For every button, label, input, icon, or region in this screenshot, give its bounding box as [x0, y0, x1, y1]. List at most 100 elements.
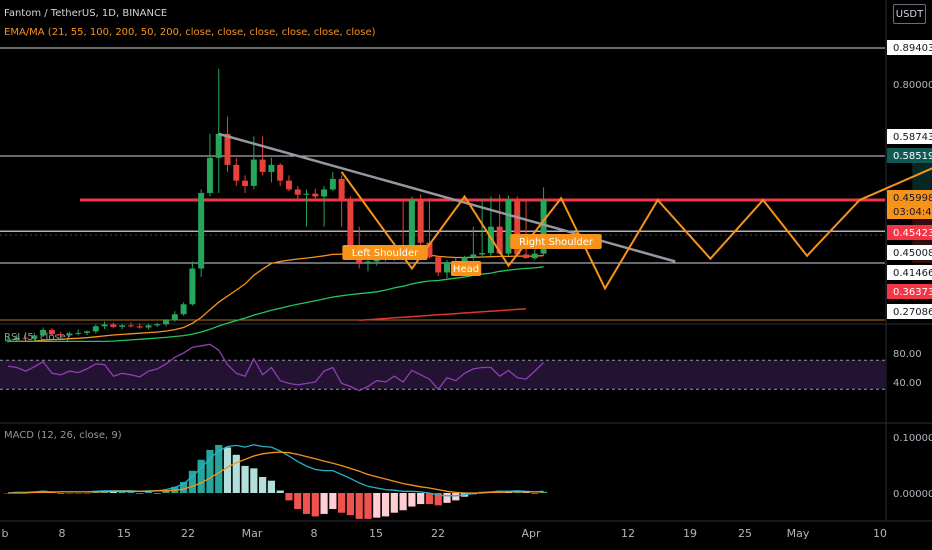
price-tag: 0.27086	[893, 307, 932, 318]
candle-body	[233, 164, 240, 181]
candle-body	[22, 337, 29, 339]
macd-legend[interactable]: MACD (12, 26, close, 9)	[4, 429, 122, 442]
price-tag: 0.45423	[893, 228, 932, 239]
pattern-label: Left Shoulder	[352, 248, 419, 259]
candle-body	[277, 164, 284, 181]
time-axis-label: 8	[59, 527, 66, 540]
macd-histogram-bar	[355, 493, 363, 519]
macd-histogram-bar	[109, 491, 117, 493]
candle-body	[294, 189, 301, 195]
candle-body	[13, 337, 20, 340]
macd-histogram-bar	[399, 493, 407, 511]
macd-histogram-bar	[206, 449, 214, 493]
time-axis-label: 22	[431, 527, 445, 540]
rsi-line	[7, 343, 545, 392]
candle-body	[145, 325, 152, 328]
time-axis-label: 12	[621, 527, 635, 540]
price-tag: 0.41466	[893, 268, 932, 279]
macd-histogram-bar	[232, 454, 240, 493]
time-axis-label: 8	[311, 527, 318, 540]
candle-body	[198, 192, 205, 269]
candle-body	[250, 159, 257, 186]
candle-body	[487, 226, 494, 254]
ema-legend[interactable]: EMA/MA (21, 55, 100, 200, 50, 200, close…	[4, 26, 376, 39]
macd-histogram-bar	[531, 493, 539, 494]
macd-scale-label: 0.00000	[893, 489, 932, 500]
candle-body	[338, 178, 345, 200]
macd-histogram-bar	[144, 491, 153, 493]
macd-histogram-bar	[443, 493, 451, 503]
price-tag-bg	[887, 129, 932, 144]
macd-histogram-bar	[162, 490, 170, 493]
pattern-label: Head	[453, 264, 479, 275]
macd-histogram-bar	[267, 480, 275, 493]
pattern-label-bg	[510, 234, 602, 249]
currency-button[interactable]: USDT	[893, 4, 926, 24]
candle-body	[479, 253, 486, 255]
price-tag-bg	[887, 190, 932, 205]
candle-body	[285, 180, 292, 190]
pattern-label-bg	[342, 245, 428, 260]
candle-body	[531, 253, 538, 259]
macd-histogram-bar	[276, 490, 284, 493]
pattern-label: Right Shoulder	[519, 237, 594, 248]
macd-histogram-bar	[364, 493, 372, 519]
macd-histogram-bar	[285, 493, 293, 501]
macd-histogram-bar	[259, 476, 267, 493]
macd-histogram-bar	[434, 493, 442, 506]
price-tag: 0.36373	[893, 287, 932, 298]
rsi-scale-label: 80.00	[893, 349, 922, 360]
macd-histogram-bar	[390, 493, 398, 513]
time-axis-label: b	[2, 527, 9, 540]
candle-body	[154, 324, 161, 326]
macd-line	[7, 444, 544, 497]
macd-legend-text: MACD (12, 26, close, 9)	[4, 430, 122, 441]
macd-histogram-bar	[425, 493, 434, 505]
candle-body	[40, 329, 47, 336]
price-tag: 0.45008	[893, 248, 932, 259]
candle-body	[119, 325, 126, 327]
candle-body	[321, 189, 328, 197]
candle-body	[496, 226, 503, 254]
price-tag: 03:04:43	[893, 207, 932, 218]
macd-histogram-bar	[329, 493, 337, 510]
rsi-legend[interactable]: RSI (5, close)	[4, 331, 70, 344]
trendline	[218, 132, 676, 263]
price-scale-label: 0.80000	[893, 80, 932, 91]
price-tag-bg	[887, 245, 932, 260]
candle-body	[523, 254, 530, 259]
candle-body	[5, 339, 11, 342]
time-axis-label: Apr	[521, 527, 541, 540]
candle-body	[48, 329, 55, 335]
candle-body	[206, 157, 213, 193]
candle-body	[303, 193, 310, 195]
price-tag-bg	[887, 304, 932, 319]
candle-body	[31, 335, 38, 339]
macd-histogram-bar	[241, 465, 249, 493]
candle-body	[514, 199, 521, 255]
macd-histogram-bar	[180, 481, 188, 493]
candle-body	[66, 333, 73, 336]
candle-body	[417, 199, 424, 243]
candle-body	[136, 326, 143, 328]
macd-histogram-bar	[83, 493, 91, 494]
macd-histogram-bar	[127, 491, 135, 493]
candle-body	[435, 257, 442, 273]
candle-body	[408, 199, 415, 257]
macd-histogram-bar	[320, 493, 328, 514]
time-axis-label: 22	[181, 527, 195, 540]
candle-body	[110, 324, 117, 327]
candle-body	[259, 159, 266, 172]
candle-body	[242, 180, 249, 186]
price-tag-bg	[887, 265, 932, 280]
ema-legend-text: EMA/MA (21, 55, 100, 200, 50, 200, close…	[4, 27, 376, 38]
macd-histogram-bar	[302, 493, 311, 514]
candle-body	[329, 178, 336, 190]
price-tag: 0.58743	[893, 132, 932, 143]
macd-histogram-bar	[381, 493, 390, 517]
price-tag-bg	[887, 204, 932, 219]
macd-histogram-bar	[136, 493, 144, 494]
ma-line-ma-200	[359, 308, 527, 322]
candle-body	[101, 324, 108, 327]
